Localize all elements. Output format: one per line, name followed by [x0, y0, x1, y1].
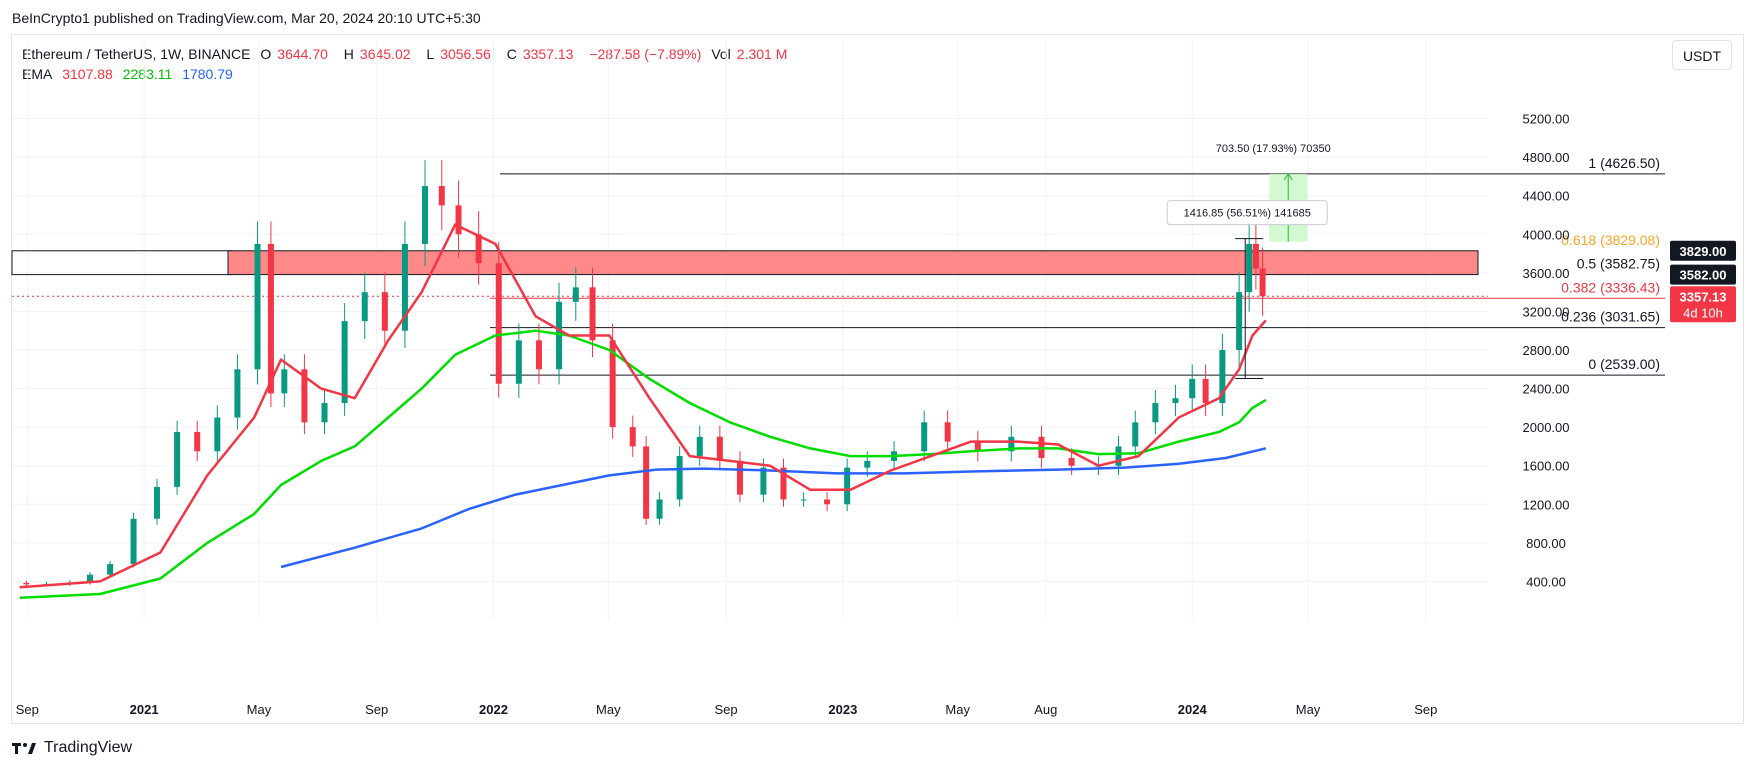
ohlc-row: Ethereum / TetherUS, 1W, BINANCE O 3644.7… [22, 44, 799, 64]
volume-label: Vol [711, 46, 731, 62]
high-value: 3645.02 [359, 46, 411, 62]
ema-row: EMA 3107.88 2283.11 1780.79 [22, 64, 799, 84]
open-label: O [260, 46, 272, 62]
currency-button[interactable]: USDT [1672, 40, 1732, 70]
volume-value: 2.301 M [736, 46, 788, 62]
tradingview-logo-icon [12, 743, 36, 754]
open-value: 3644.70 [277, 46, 328, 62]
chart-frame [11, 34, 1744, 724]
ema-fast-value: 3107.88 [62, 66, 113, 82]
tradingview-brand[interactable]: TradingView [12, 739, 132, 757]
brand-label: TradingView [44, 739, 133, 756]
close-value: 3357.13 [522, 46, 574, 62]
low-label: L [426, 46, 435, 62]
chart-legend: Ethereum / TetherUS, 1W, BINANCE O 3644.7… [22, 44, 799, 84]
published-caption: BeInCrypto1 published on TradingView.com… [12, 10, 481, 26]
low-value: 3056.56 [440, 46, 491, 62]
ema-label[interactable]: EMA [22, 66, 53, 82]
change-value: −287.58 (−7.89%) [589, 46, 702, 62]
ema-slow-value: 1780.79 [182, 66, 233, 82]
symbol-label[interactable]: Ethereum / TetherUS, 1W, BINANCE [22, 46, 251, 62]
high-label: H [343, 46, 354, 62]
ema-mid-value: 2283.11 [122, 66, 173, 82]
close-label: C [506, 46, 517, 62]
